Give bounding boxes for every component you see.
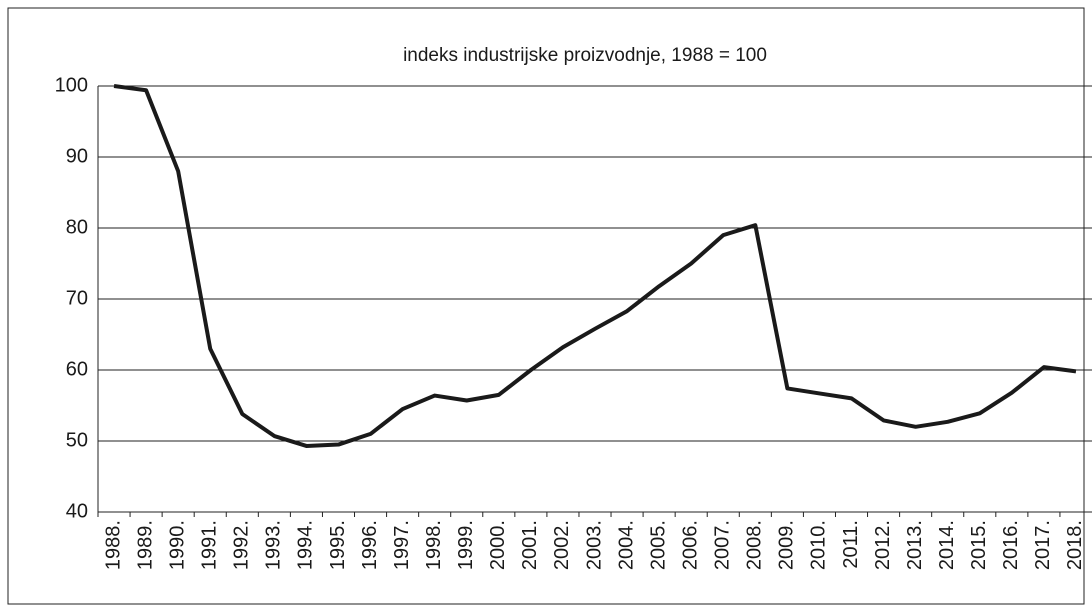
y-tick-label: 40 [66,500,88,522]
x-tick-label: 1993. [263,520,285,570]
x-tick-label: 2018. [1064,520,1086,570]
x-tick-label: 1999. [455,520,477,570]
x-tick-label: 1992. [231,520,253,570]
x-tick-label: 2002. [551,520,573,570]
x-tick-label: 2003. [583,520,605,570]
x-tick-label: 1991. [199,520,221,570]
x-tick-label: 1990. [166,520,188,570]
x-tick-label: 1998. [423,520,445,570]
x-tick-label: 2007. [712,520,734,570]
x-tick-label: 1995. [327,520,349,570]
x-tick-label: 2006. [679,520,701,570]
data-line [113,84,1077,448]
x-tick-label: 2004. [615,520,637,570]
x-tick-label: 2000. [487,520,509,570]
x-tick-label: 2014. [936,520,958,570]
x-tick-label: 1989. [134,520,156,570]
y-tick-label: 80 [66,216,88,238]
x-tick-label: 1994. [295,520,317,570]
x-tick-label: 2017. [1032,520,1054,570]
y-tick-label: 60 [66,358,88,380]
y-tick-label: 50 [66,429,88,451]
x-tick-label: 2005. [647,520,669,570]
y-tick-label: 100 [55,74,88,96]
y-tick-label: 90 [66,145,88,167]
x-tick-label: 1988. [102,520,124,570]
chart-title: indeks industrijske proizvodnje, 1988 = … [403,45,767,66]
x-tick-label: 2009. [776,520,798,570]
x-tick-label: 2008. [744,520,766,570]
x-tick-label: 1996. [359,520,381,570]
x-tick-label: 1997. [391,520,413,570]
x-tick-label: 2013. [904,520,926,570]
x-tick-label: 2011. [840,520,862,569]
x-tick-label: 2015. [968,520,990,570]
x-tick-label: 2016. [1000,520,1022,570]
y-tick-label: 70 [66,287,88,309]
x-tick-label: 2010. [808,520,830,570]
chart-frame [7,7,1085,605]
x-tick-label: 2001. [519,520,541,570]
x-tick-label: 2012. [872,520,894,570]
